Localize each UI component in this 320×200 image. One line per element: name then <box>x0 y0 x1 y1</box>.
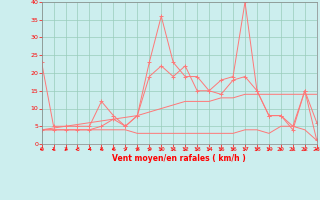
X-axis label: Vent moyen/en rafales ( km/h ): Vent moyen/en rafales ( km/h ) <box>112 154 246 163</box>
